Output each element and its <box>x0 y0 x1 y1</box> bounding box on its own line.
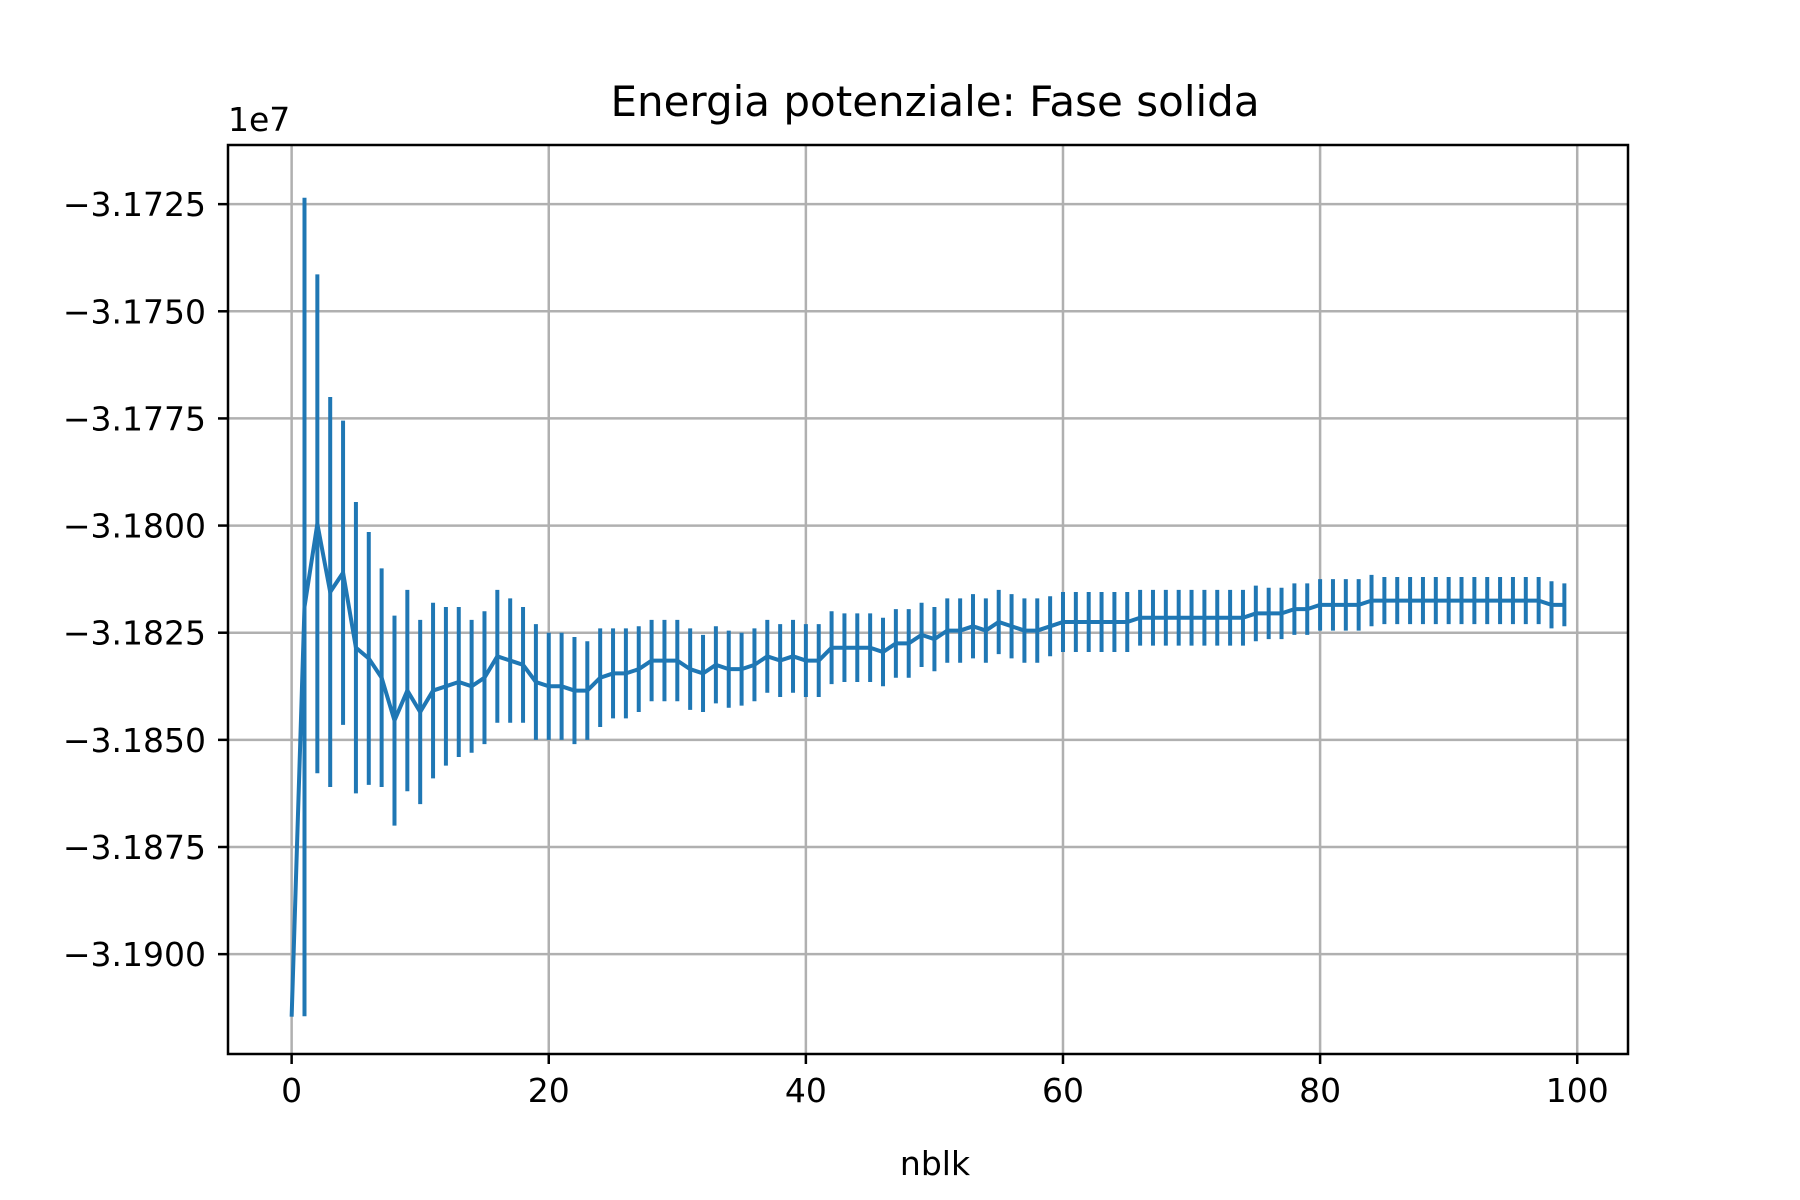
ticks: 0 20 40 60 80 100 −3.1725 −3.1750 −3.1775 −3.1800… <box>63 185 1609 1110</box>
x-tick-label: 0 <box>281 1071 302 1110</box>
series-line <box>289 523 1565 1017</box>
x-tick-label: 20 <box>528 1071 570 1110</box>
y-tick-label: −3.1850 <box>63 721 206 760</box>
x-axis-label: nblk <box>900 1144 971 1183</box>
y-offset-label: 1e7 <box>228 100 290 139</box>
y-tick-label: −3.1800 <box>63 507 206 546</box>
y-tick-label: −3.1825 <box>63 614 206 653</box>
x-tick-label: 80 <box>1299 1071 1341 1110</box>
x-tick-label: 40 <box>785 1071 827 1110</box>
y-tick-label: −3.1725 <box>63 185 206 224</box>
error-bars <box>302 197 1567 1017</box>
y-tick-label: −3.1900 <box>63 935 206 974</box>
x-tick-label: 100 <box>1546 1071 1609 1110</box>
y-tick-label: −3.1875 <box>63 828 206 867</box>
y-tick-label: −3.1775 <box>63 399 206 438</box>
chart-title: Energia potenziale: Fase solida <box>610 77 1259 126</box>
y-tick-label: −3.1750 <box>63 292 206 331</box>
x-tick-label: 60 <box>1042 1071 1084 1110</box>
plot-frame <box>226 143 1630 1056</box>
